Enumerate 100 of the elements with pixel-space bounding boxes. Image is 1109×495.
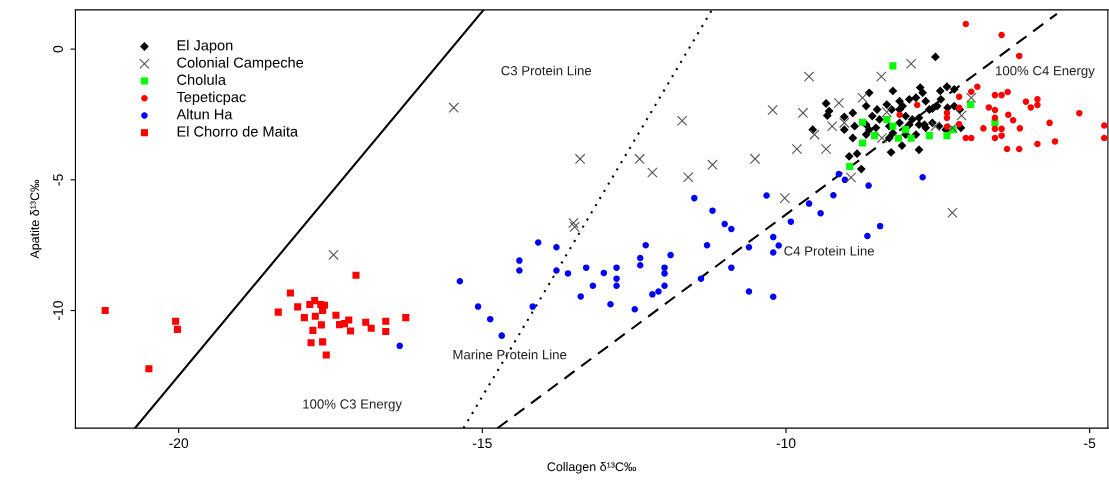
- point: [307, 339, 315, 347]
- point: [763, 192, 770, 199]
- point: [703, 241, 711, 249]
- point: [582, 264, 590, 271]
- point: [985, 104, 993, 111]
- point: [577, 293, 584, 300]
- point: [642, 241, 649, 249]
- point: [1027, 104, 1035, 111]
- legend-label: Colonial Campeche: [177, 57, 304, 71]
- point: [769, 293, 777, 300]
- point: [396, 342, 403, 350]
- point: [655, 288, 662, 295]
- point: [839, 117, 850, 129]
- point: [647, 167, 658, 178]
- point: [889, 62, 897, 70]
- point: [516, 257, 523, 264]
- point: [728, 264, 735, 271]
- point: [775, 242, 782, 249]
- point: [1034, 96, 1041, 103]
- point: [991, 134, 999, 142]
- point: [876, 132, 888, 144]
- point: [967, 134, 975, 142]
- point: [661, 264, 668, 271]
- x-tick-label: -5: [1084, 438, 1096, 449]
- point: [797, 107, 809, 119]
- point: [294, 303, 302, 311]
- point: [1051, 138, 1059, 145]
- legend-label: El Chorro de Maita: [177, 125, 299, 137]
- point: [991, 91, 999, 99]
- point: [486, 315, 494, 323]
- point: [913, 101, 921, 109]
- annotation: 100% C3 Energy: [303, 399, 402, 412]
- annotation: 100% C4 Energy: [996, 66, 1095, 78]
- point: [943, 114, 951, 122]
- point: [345, 316, 353, 324]
- point: [564, 270, 572, 277]
- point: [967, 100, 975, 109]
- point: [347, 327, 355, 335]
- point: [474, 303, 482, 310]
- point: [881, 106, 893, 118]
- point: [749, 153, 761, 165]
- point: [943, 132, 951, 140]
- point: [817, 210, 824, 217]
- point: [826, 121, 838, 132]
- point: [805, 200, 813, 207]
- point: [661, 270, 668, 277]
- point: [1046, 119, 1053, 127]
- point: [728, 225, 735, 233]
- point: [691, 194, 698, 202]
- point: [721, 220, 728, 228]
- point: [553, 244, 560, 251]
- annotation: Marine Protein Line: [453, 349, 567, 360]
- point: [991, 125, 999, 133]
- point: [529, 303, 536, 310]
- point: [709, 207, 716, 214]
- point: [319, 338, 327, 346]
- point: [974, 83, 981, 91]
- point: [613, 264, 620, 271]
- point: [101, 306, 109, 315]
- point: [1004, 88, 1011, 96]
- point: [865, 182, 872, 189]
- point: [707, 159, 718, 170]
- point: [980, 125, 987, 132]
- point: [309, 326, 317, 334]
- point: [1100, 134, 1108, 142]
- point: [649, 291, 656, 298]
- point: [1009, 116, 1017, 124]
- point: [1003, 145, 1011, 153]
- point: [998, 31, 1005, 39]
- point: [907, 134, 915, 142]
- point: [534, 239, 542, 246]
- point: [600, 269, 608, 277]
- y-tick-label: -5: [53, 174, 63, 186]
- annotation: C4 Protein Line: [784, 245, 875, 256]
- point: [858, 118, 867, 126]
- point: [1022, 98, 1030, 105]
- point: [631, 305, 639, 313]
- point: [809, 129, 820, 140]
- point: [697, 275, 705, 282]
- x-axis-title: Collagen δ¹³C‰: [547, 461, 637, 474]
- point: [905, 58, 917, 69]
- point: [553, 267, 560, 274]
- point: [332, 311, 340, 319]
- y-tick-label: 0: [53, 45, 63, 53]
- point: [676, 115, 688, 126]
- point: [871, 132, 879, 140]
- point: [947, 122, 958, 134]
- point: [767, 104, 778, 116]
- point: [352, 271, 360, 279]
- point: [956, 110, 967, 121]
- point: [402, 314, 410, 322]
- point: [274, 308, 282, 316]
- x-tick-label: -15: [472, 438, 492, 449]
- point: [769, 233, 777, 241]
- point: [661, 282, 668, 289]
- point: [448, 102, 459, 113]
- point: [779, 192, 790, 204]
- point: [613, 282, 620, 289]
- point: [1100, 122, 1108, 129]
- point: [172, 317, 180, 325]
